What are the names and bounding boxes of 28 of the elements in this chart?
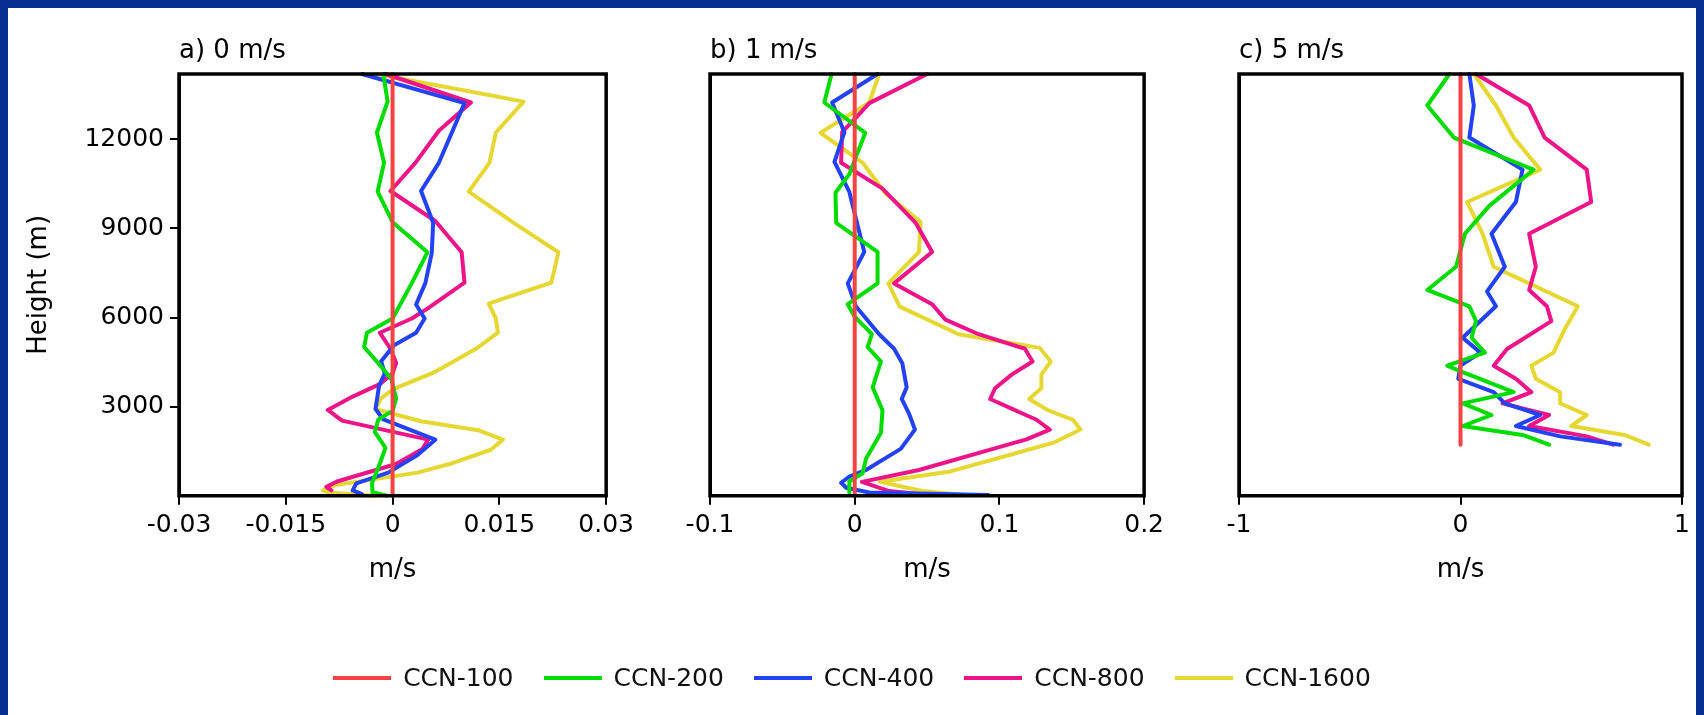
x-tick-label: 0 xyxy=(1452,509,1469,539)
x-axis-title: m/s xyxy=(1436,553,1485,584)
y-tick-label: 9000 xyxy=(100,211,164,241)
legend-label: CCN-800 xyxy=(1034,663,1145,692)
chart-title: c) 5 m/s xyxy=(1239,33,1345,64)
x-axis-title: m/s xyxy=(903,553,951,584)
legend-label: CCN-1600 xyxy=(1244,663,1371,692)
legend-label: CCN-100 xyxy=(403,663,514,692)
x-tick-label: -0.015 xyxy=(245,509,327,539)
x-tick-label: 0.1 xyxy=(979,509,1020,539)
x-axis-title: m/s xyxy=(368,553,417,584)
y-tick-label: 3000 xyxy=(100,390,164,420)
x-tick-label: 0.03 xyxy=(578,509,634,539)
x-tick-label: -0.03 xyxy=(146,509,212,539)
x-tick-label: 0 xyxy=(384,509,401,539)
chart-title: a) 0 m/s xyxy=(179,33,286,64)
legend-label: CCN-200 xyxy=(613,663,724,692)
y-axis-title: Height (m) xyxy=(22,214,53,355)
x-tick-label: 0 xyxy=(846,509,863,539)
x-tick-label: 1 xyxy=(1674,509,1690,539)
x-tick-label: 0.015 xyxy=(463,509,536,539)
legend-label: CCN-400 xyxy=(823,663,935,692)
chart-title: b) 1 m/s xyxy=(710,33,818,64)
y-tick-label: 6000 xyxy=(100,301,164,331)
x-tick-label: -0.1 xyxy=(685,509,735,539)
y-tick-label: 12000 xyxy=(84,122,164,152)
x-tick-label: 0.2 xyxy=(1124,509,1164,539)
x-tick-label: -1 xyxy=(1226,509,1252,539)
